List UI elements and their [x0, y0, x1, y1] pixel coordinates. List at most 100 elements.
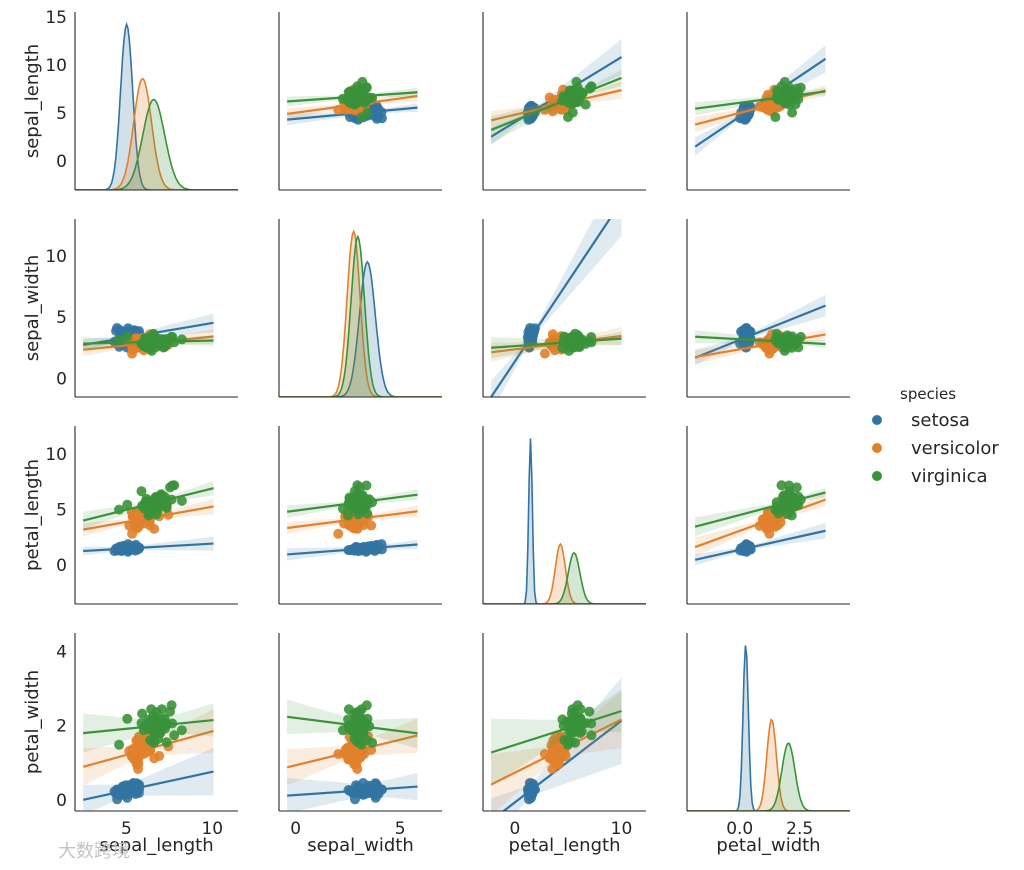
point-virginica — [122, 331, 133, 342]
point-virginica — [563, 736, 574, 747]
legend-marker-setosa — [872, 415, 882, 425]
regression-line-setosa — [694, 304, 826, 359]
point-virginica — [566, 341, 577, 352]
point-virginica — [345, 98, 356, 109]
y-tick-label: 10 — [45, 247, 67, 267]
point-virginica — [361, 700, 372, 711]
point-setosa — [528, 781, 539, 792]
point-virginica — [566, 86, 577, 97]
point-setosa — [370, 792, 381, 803]
regression-line-virginica — [82, 487, 214, 522]
legend-marker-virginica — [872, 471, 882, 481]
point-setosa — [122, 792, 133, 803]
point-virginica — [776, 480, 787, 491]
regression-line-virginica — [491, 337, 622, 349]
point-setosa — [366, 540, 377, 551]
point-virginica — [343, 510, 354, 521]
point-virginica — [780, 86, 791, 97]
point-virginica — [770, 112, 781, 123]
point-versicolor — [353, 520, 364, 531]
y-axis-title-petal_width: petal_width — [22, 670, 43, 774]
point-virginica — [145, 716, 156, 727]
point-virginica — [782, 509, 793, 520]
kde-fill-virginica — [279, 236, 442, 397]
panel-sepal_length-vs-petal_width — [686, 12, 850, 191]
point-versicolor — [333, 528, 344, 539]
point-virginica — [568, 707, 579, 718]
y-tick-label: 2 — [56, 717, 67, 737]
panel-sepal_length-vs-sepal_width — [278, 12, 442, 191]
kde-line-versicolor — [687, 717, 850, 811]
legend-label-virginica: virginica — [911, 466, 988, 487]
ci-band-setosa — [491, 219, 622, 397]
x-tick-label: 10 — [611, 819, 633, 839]
regression-line-versicolor — [82, 729, 214, 768]
x-tick-label: 0 — [510, 819, 521, 839]
ci-band-setosa — [491, 677, 622, 811]
point-virginica — [358, 716, 369, 727]
x-tick-label: 0 — [290, 819, 301, 839]
point-virginica — [354, 706, 365, 717]
point-virginica — [567, 107, 578, 118]
y-axis-title-sepal_length: sepal_length — [22, 44, 43, 158]
kde-line-virginica — [75, 98, 238, 190]
kde-line-versicolor — [75, 77, 238, 190]
regression-line-virginica — [490, 76, 622, 131]
point-virginica — [160, 501, 170, 511]
point-versicolor — [149, 753, 160, 764]
regression-line-virginica — [83, 718, 214, 735]
point-virginica — [152, 728, 163, 739]
y-axis-title-petal_length: petal_length — [22, 459, 43, 571]
point-setosa — [112, 323, 122, 333]
point-virginica — [161, 737, 172, 748]
regression-line-virginica — [695, 335, 826, 346]
x-axis-title-petal_width: petal_width — [716, 835, 820, 856]
point-setosa — [526, 792, 537, 803]
y-axis-title-sepal_width: sepal_width — [22, 255, 43, 362]
panel-sepal_width-vs-petal_length — [482, 219, 646, 398]
regression-line-versicolor — [694, 498, 826, 549]
ci-band-setosa — [695, 294, 826, 366]
panel-petal_length-vs-sepal_width — [278, 426, 442, 605]
y-tick-label: 10 — [45, 445, 67, 465]
point-versicolor — [124, 520, 135, 531]
regression-line-setosa — [490, 219, 612, 397]
kde-line-versicolor — [279, 229, 442, 397]
point-versicolor — [550, 731, 561, 742]
point-virginica — [584, 706, 595, 717]
regression-line-versicolor — [490, 89, 622, 122]
regression-line-virginica — [287, 91, 418, 103]
kde-fill-setosa — [279, 261, 442, 397]
point-versicolor — [127, 528, 138, 539]
regression-line-virginica — [490, 709, 622, 754]
point-virginica — [165, 482, 175, 493]
kde-line-virginica — [279, 234, 442, 397]
point-virginica — [787, 107, 798, 118]
point-virginica — [350, 491, 361, 502]
regression-line-setosa — [83, 542, 214, 553]
point-versicolor — [539, 348, 550, 359]
point-virginica — [138, 341, 149, 352]
point-virginica — [586, 730, 597, 741]
ci-band-virginica — [491, 69, 622, 144]
point-virginica — [114, 739, 125, 750]
point-setosa — [118, 781, 129, 792]
point-virginica — [345, 86, 356, 97]
point-versicolor — [149, 523, 160, 534]
legend-label-versicolor: versicolor — [911, 438, 999, 459]
legend: species setosa versicolor virginica — [872, 385, 999, 487]
point-virginica — [566, 716, 576, 727]
kde-fill-virginica — [75, 99, 238, 190]
point-virginica — [791, 482, 802, 493]
kde-line-virginica — [483, 551, 646, 604]
x-tick-label: 0.0 — [726, 819, 753, 839]
point-virginica — [122, 499, 133, 510]
legend-title: species — [900, 385, 956, 403]
x-axis-title-petal_length: petal_length — [509, 835, 621, 856]
point-virginica — [149, 736, 160, 747]
y-tick-label: 15 — [45, 8, 67, 28]
